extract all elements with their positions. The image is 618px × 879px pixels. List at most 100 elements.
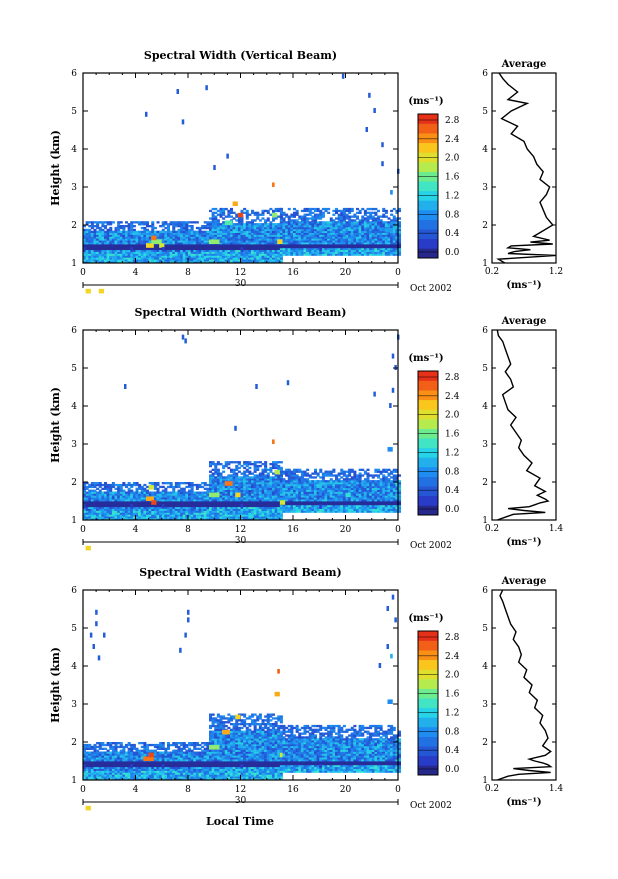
heatmap-cell: [325, 221, 328, 223]
heatmap-cell: [235, 461, 238, 463]
heatmap-cell: [107, 229, 110, 231]
heatmap-cell: [311, 480, 314, 482]
heatmap-cell: [348, 216, 351, 218]
heatmap-cell: [298, 216, 301, 218]
heatmap-cell: [264, 210, 267, 212]
heatmap-cell: [196, 484, 199, 486]
colorbar-tick-label: 2.0: [445, 154, 460, 164]
heatmap-cell: [280, 461, 283, 463]
heatmap-cell: [180, 221, 183, 223]
heatmap-cell: [280, 467, 283, 469]
heatmap-cell: [319, 476, 322, 478]
y-tick-label: 6: [71, 69, 77, 79]
heatmap-cell: [99, 227, 102, 229]
heatmap-cell: [356, 216, 359, 218]
heatmap-cell: [235, 465, 238, 467]
heatmap-cell: [277, 216, 280, 218]
heatmap-cell: [275, 461, 278, 463]
heatmap-cell: [175, 231, 178, 233]
heatmap-hot-cell: [233, 201, 238, 206]
heatmap-cell: [330, 478, 333, 480]
heatmap-cell: [351, 208, 354, 210]
colorbar-segment: [418, 210, 438, 220]
heatmap-cell: [91, 221, 94, 223]
heatmap-cell: [101, 492, 104, 494]
colorbar-tick-label: 0.0: [445, 248, 460, 258]
heatmap-cell: [120, 221, 123, 223]
heatmap-cell: [96, 482, 99, 484]
heatmap-cell: [377, 216, 380, 218]
panel-title: Spectral Width (Northward Beam): [135, 306, 347, 319]
heatmap-cell: [115, 488, 118, 490]
heatmap-cell: [115, 492, 118, 494]
heatmap-cell: [356, 208, 359, 210]
colorbar-segment: [418, 220, 438, 230]
heatmap-cell: [393, 208, 396, 210]
heatmap-cell: [133, 229, 136, 231]
heatmap-cell: [133, 482, 136, 484]
heatmap-cell: [183, 482, 186, 484]
heatmap-cell: [112, 231, 115, 233]
heatmap-cell: [227, 474, 230, 476]
heatmap-cell: [162, 482, 165, 484]
heatmap-cell: [248, 221, 251, 223]
date-suffix-label: Oct 2002: [410, 284, 452, 294]
heatmap-cell: [164, 488, 167, 490]
heatmap-cell: [269, 476, 272, 478]
heatmap-cell: [133, 492, 136, 494]
y-tick-label: 1: [71, 259, 77, 269]
heatmap-cell: [293, 219, 296, 221]
heatmap-cell: [120, 484, 123, 486]
heatmap-cell: [149, 231, 152, 233]
heatmap-cell: [251, 476, 254, 478]
heatmap-cell: [96, 492, 99, 494]
heatmap-cell: [185, 492, 188, 494]
heatmap-cell: [243, 208, 246, 210]
heatmap-cell: [162, 486, 165, 488]
heatmap-cell: [164, 227, 167, 229]
heatmap-cell: [256, 474, 259, 476]
heatmap-cell: [146, 490, 149, 492]
heatmap-cell: [251, 219, 254, 221]
heatmap-cell: [332, 219, 335, 221]
heatmap-cell: [317, 208, 320, 210]
heatmap-cell: [96, 221, 99, 223]
heatmap-sparse-point: [373, 108, 376, 113]
heatmap-cell: [138, 492, 141, 494]
heatmap-cell: [296, 469, 299, 471]
heatmap-cell: [159, 225, 162, 227]
heatmap-cell: [191, 482, 194, 484]
heatmap-cell: [122, 482, 125, 484]
heatmap-cell: [227, 461, 230, 463]
heatmap-cell: [101, 229, 104, 231]
x-tick-label: 0: [80, 268, 86, 278]
heatmap-cell: [112, 482, 115, 484]
colorbar-segment: [418, 143, 438, 153]
heatmap-cell: [204, 225, 207, 227]
heatmap-cell: [212, 469, 215, 471]
heatmap-cell: [311, 212, 314, 214]
heatmap-cell: [332, 214, 335, 216]
heatmap-cell: [136, 221, 139, 223]
heatmap-cell: [356, 212, 359, 214]
heatmap-cell: [91, 490, 94, 492]
heatmap-cell: [225, 461, 228, 463]
avg-y-tick-label: 6: [482, 69, 488, 79]
heatmap-cell: [306, 478, 309, 480]
heatmap-cell: [180, 488, 183, 490]
heatmap-cell: [94, 225, 97, 227]
heatmap-cell: [269, 214, 272, 216]
heatmap-cell: [143, 488, 146, 490]
heatmap-cell: [298, 469, 301, 471]
heatmap-cell: [356, 221, 359, 223]
heatmap-cell: [319, 469, 322, 471]
heatmap-cell: [277, 465, 280, 467]
heatmap-band: [83, 461, 401, 520]
colorbar-segment: [418, 152, 438, 162]
heatmap-cell: [151, 482, 154, 484]
heatmap-cell: [348, 208, 351, 210]
heatmap-cell: [101, 488, 104, 490]
heatmap-cell: [256, 461, 259, 463]
heatmap-cell: [367, 216, 370, 218]
heatmap-cell: [175, 492, 178, 494]
